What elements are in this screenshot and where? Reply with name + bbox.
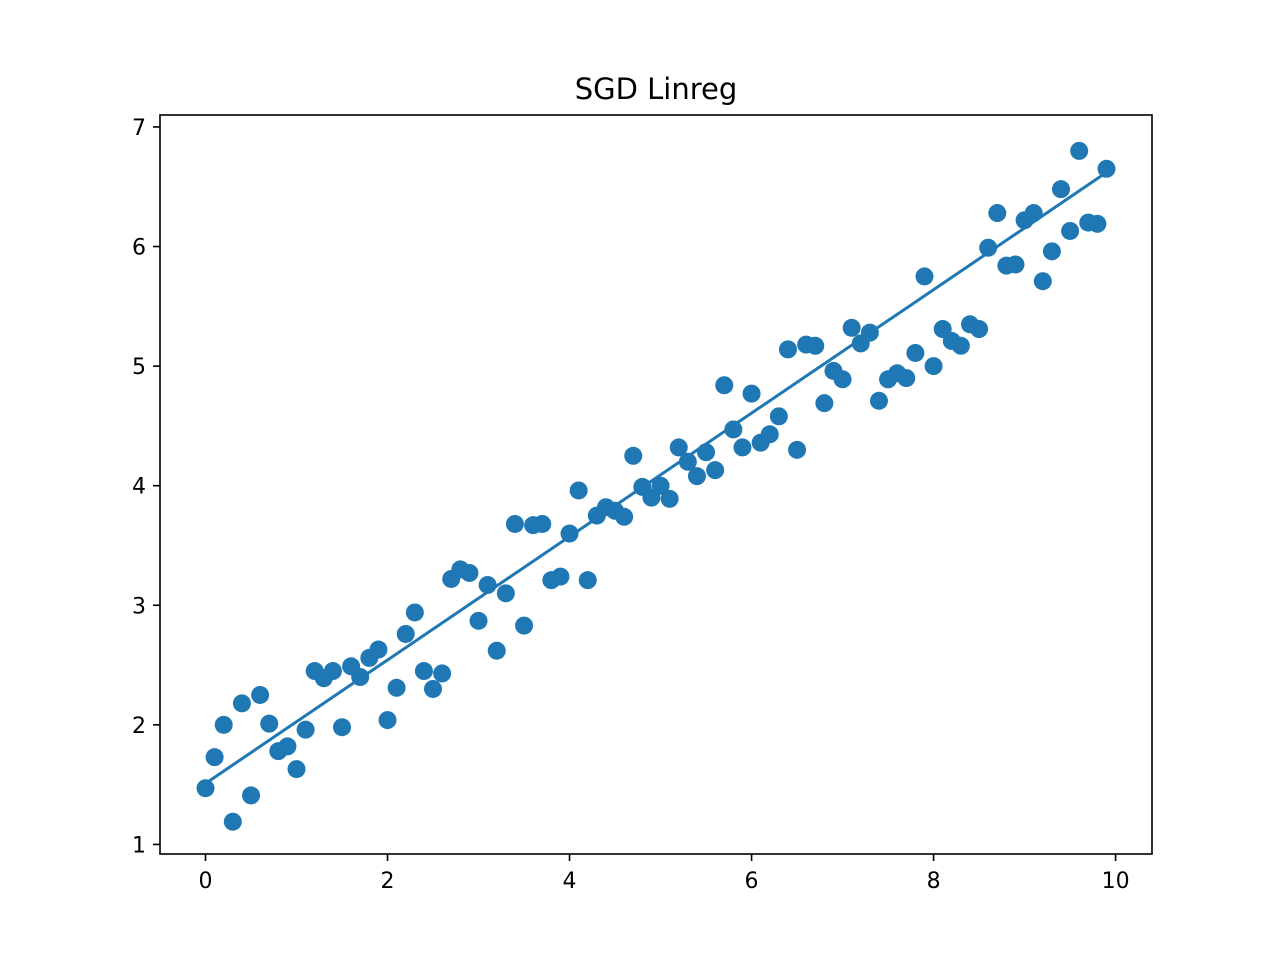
scatter-point — [706, 461, 725, 480]
x-axis-ticks: 0 2 4 6 8 10 — [199, 854, 1130, 894]
y-tick-label: 3 — [132, 594, 146, 619]
scatter-point — [979, 238, 998, 257]
scatter-point — [769, 407, 788, 426]
scatter-point — [487, 641, 506, 660]
scatter-point — [842, 318, 861, 337]
scatter-point — [378, 711, 397, 730]
x-tick-label: 8 — [927, 869, 941, 894]
scatter-point — [242, 786, 261, 805]
scatter-point — [869, 391, 888, 410]
scatter-point — [278, 737, 297, 756]
scatter-point — [951, 336, 970, 355]
scatter-point — [323, 662, 342, 681]
scatter-point — [742, 384, 761, 403]
scatter-point — [296, 720, 315, 739]
scatter-point — [1006, 255, 1025, 274]
scatter-point — [651, 476, 670, 495]
scatter-point — [460, 563, 479, 582]
scatter-point — [369, 640, 388, 659]
scatter-point — [569, 481, 588, 500]
scatter-point — [678, 452, 697, 471]
scatter-point — [405, 603, 424, 622]
x-tick-label: 0 — [199, 869, 213, 894]
x-tick-label: 10 — [1102, 869, 1130, 894]
x-tick-label: 4 — [563, 869, 577, 894]
scatter-point — [915, 267, 934, 286]
scatter-point — [333, 718, 352, 737]
scatter-points — [196, 141, 1116, 831]
x-tick-label: 2 — [381, 869, 395, 894]
plot-area-frame — [159, 114, 1153, 855]
scatter-point — [1042, 242, 1061, 261]
scatter-point — [469, 611, 488, 630]
scatter-point — [760, 425, 779, 444]
scatter-point — [424, 679, 443, 698]
scatter-point — [924, 357, 943, 376]
y-axis-ticks: 1 2 3 4 5 6 7 — [132, 116, 160, 858]
scatter-point — [988, 204, 1007, 223]
scatter-point — [1070, 141, 1089, 160]
scatter-point — [1033, 272, 1052, 291]
scatter-point — [496, 584, 515, 603]
scatter-point — [624, 446, 643, 465]
scatter-point — [815, 394, 834, 413]
x-tick-label: 6 — [745, 869, 759, 894]
scatter-point — [970, 320, 989, 339]
scatter-point — [897, 369, 916, 388]
y-tick-label: 4 — [132, 475, 146, 500]
scatter-point — [414, 662, 433, 681]
scatter-point — [1097, 159, 1116, 178]
scatter-point — [533, 514, 552, 533]
scatter-point — [251, 685, 270, 704]
scatter-point — [387, 678, 406, 697]
y-tick-label: 5 — [132, 355, 146, 380]
scatter-point — [1051, 180, 1070, 199]
scatter-point — [578, 571, 597, 590]
scatter-point — [788, 440, 807, 459]
y-tick-label: 7 — [132, 116, 146, 141]
scatter-point — [906, 343, 925, 362]
scatter-point — [260, 714, 279, 733]
regression-line — [204, 171, 1108, 785]
chart-title: SGD Linreg — [575, 72, 738, 106]
scatter-point — [697, 443, 716, 462]
scatter-point — [433, 664, 452, 683]
scatter-point — [833, 370, 852, 389]
scatter-point — [724, 420, 743, 439]
scatter-point — [1061, 221, 1080, 240]
scatter-point — [515, 616, 534, 635]
scatter-point — [1088, 214, 1107, 233]
scatter-point — [223, 812, 242, 831]
scatter-point — [715, 376, 734, 395]
scatter-point — [196, 779, 215, 798]
scatter-point — [778, 340, 797, 359]
y-tick-label: 2 — [132, 714, 146, 739]
y-tick-label: 1 — [132, 833, 146, 858]
scatter-point — [287, 760, 306, 779]
scatter-point — [205, 748, 224, 767]
scatter-point — [806, 336, 825, 355]
scatter-point — [669, 438, 688, 457]
scatter-point — [615, 507, 634, 526]
scatter-point — [232, 694, 251, 713]
scatter-point — [733, 438, 752, 457]
scatter-point — [660, 489, 679, 508]
regression-line-layer — [204, 171, 1108, 785]
scatter-point — [687, 467, 706, 486]
scatter-point — [396, 624, 415, 643]
y-tick-label: 6 — [132, 236, 146, 261]
scatter-point — [1024, 204, 1043, 223]
scatter-point — [551, 567, 570, 586]
scatter-point — [214, 715, 233, 734]
scatter-point — [505, 514, 524, 533]
